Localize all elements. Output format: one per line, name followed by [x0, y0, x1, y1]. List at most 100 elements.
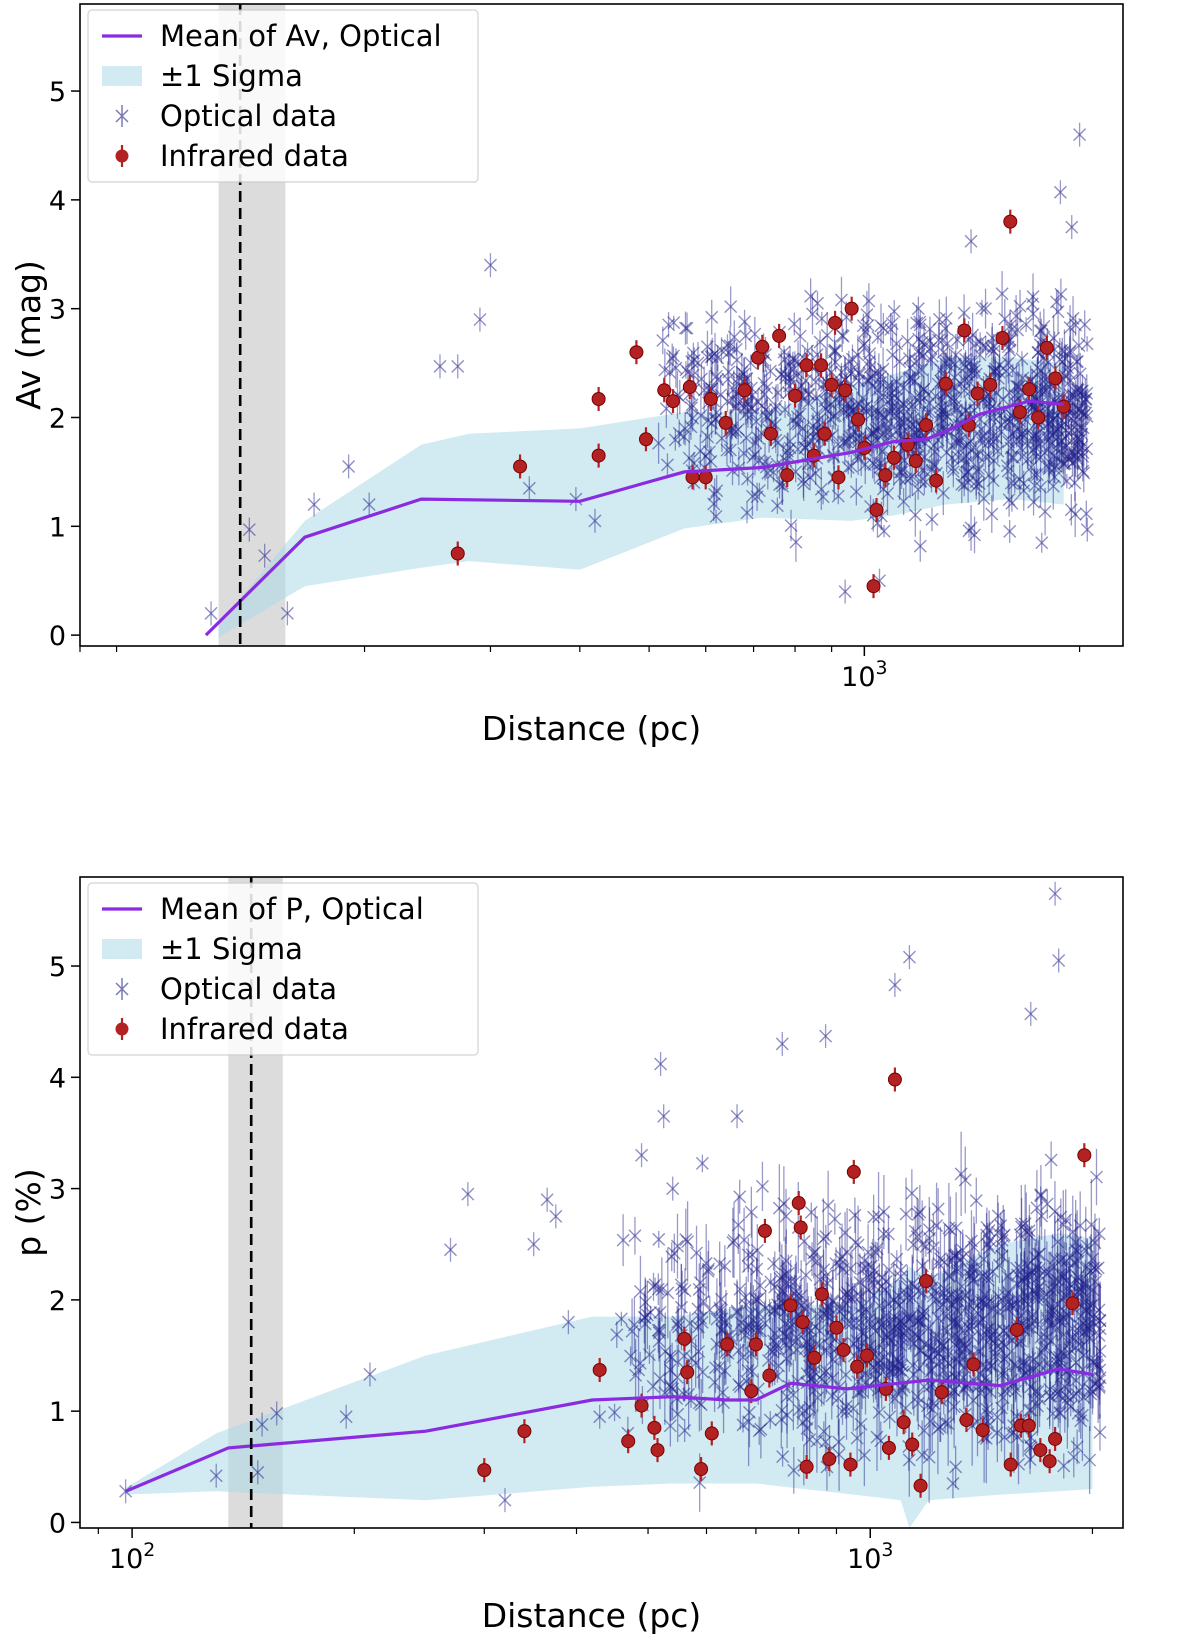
optical-point: [744, 1186, 758, 1238]
optical-marker: [948, 1249, 962, 1263]
optical-marker: [924, 1364, 938, 1378]
optical-point: [924, 336, 938, 383]
optical-marker: [911, 483, 925, 497]
optical-point: [786, 412, 800, 428]
optical-marker: [1003, 1299, 1017, 1313]
optical-point: [906, 409, 920, 428]
optical-marker: [867, 1210, 881, 1224]
optical-marker: [1071, 453, 1084, 467]
optical-marker: [866, 456, 880, 470]
optical-point: [678, 311, 692, 345]
optical-marker: [727, 330, 741, 344]
optical-point: [815, 311, 829, 326]
optical-point: [678, 411, 692, 446]
optical-marker: [912, 344, 926, 358]
optical-marker: [1031, 1385, 1045, 1399]
optical-point: [821, 1170, 835, 1241]
optical-marker: [776, 1450, 790, 1464]
optical-marker: [718, 1364, 732, 1378]
optical-marker: [1030, 468, 1044, 482]
infrared-point: [869, 497, 884, 522]
optical-point: [715, 337, 729, 364]
optical-marker: [787, 317, 801, 331]
optical-marker: [828, 409, 842, 423]
infrared-marker: [938, 376, 953, 391]
optical-marker: [1004, 476, 1018, 490]
optical-marker: [791, 442, 805, 456]
optical-marker: [876, 1320, 890, 1334]
optical-marker: [737, 1233, 751, 1247]
optical-marker: [685, 355, 699, 369]
optical-marker: [749, 415, 763, 429]
optical-point: [665, 343, 679, 374]
optical-point: [569, 487, 583, 512]
optical-point: [784, 509, 798, 542]
optical-point: [1068, 464, 1082, 502]
optical-marker: [850, 1316, 864, 1330]
optical-marker: [307, 498, 321, 512]
optical-marker: [863, 360, 877, 374]
optical-point: [733, 1246, 747, 1333]
optical-point: [760, 369, 774, 407]
optical-point: [451, 354, 465, 379]
optical-marker: [965, 360, 979, 374]
optical-marker: [1063, 345, 1077, 359]
optical-point: [957, 474, 971, 497]
optical-marker: [922, 1223, 936, 1237]
infrared-marker: [1039, 340, 1054, 355]
optical-point: [924, 1330, 938, 1412]
optical-marker: [1047, 1280, 1061, 1294]
optical-marker: [874, 370, 888, 384]
optical-marker: [653, 1305, 667, 1319]
optical-point: [1071, 1283, 1085, 1301]
optical-marker: [1079, 392, 1093, 406]
infrared-marker: [957, 323, 972, 338]
optical-marker: [730, 353, 744, 367]
infrared-marker: [886, 450, 901, 465]
optical-point: [663, 1405, 677, 1447]
optical-marker: [897, 495, 911, 509]
legend-label: Mean of Av, Optical: [160, 19, 442, 53]
optical-marker: [977, 491, 991, 505]
optical-marker: [792, 1403, 806, 1417]
optical-point: [1065, 215, 1079, 240]
infrared-point: [1039, 335, 1054, 360]
optical-point: [1092, 1217, 1106, 1250]
optical-point: [701, 425, 715, 448]
optical-point: [1071, 439, 1084, 480]
optical-point: [978, 444, 992, 470]
optical-marker: [818, 402, 832, 416]
optical-marker: [786, 413, 800, 427]
optical-point: [946, 455, 960, 488]
optical-marker: [935, 333, 949, 347]
optical-point: [727, 370, 741, 409]
optical-point: [732, 392, 746, 412]
optical-point: [665, 1242, 679, 1272]
optical-point: [1067, 1437, 1081, 1478]
optical-marker: [1071, 1285, 1085, 1299]
optical-marker: [701, 430, 715, 444]
optical-point: [996, 1371, 1010, 1424]
optical-marker: [1079, 406, 1093, 420]
optical-marker: [733, 1190, 747, 1204]
optical-marker: [766, 466, 780, 480]
infrared-marker: [755, 339, 770, 354]
optical-point: [816, 416, 830, 430]
optical-marker: [666, 349, 680, 363]
optical-point: [670, 1213, 684, 1279]
optical-point: [1034, 467, 1048, 507]
optical-point: [1070, 1429, 1084, 1465]
optical-marker: [957, 383, 971, 397]
optical-point: [1093, 1413, 1107, 1451]
infrared-point: [703, 386, 718, 411]
optical-marker: [770, 499, 784, 513]
optical-marker: [998, 312, 1012, 326]
infrared-point: [1031, 405, 1046, 430]
optical-point: [1038, 431, 1052, 475]
optical-point: [1051, 289, 1065, 334]
infrared-point: [1003, 209, 1018, 234]
optical-marker: [793, 329, 807, 343]
infrared-point: [908, 449, 923, 474]
infrared-marker: [703, 391, 718, 406]
optical-marker: [1026, 307, 1040, 321]
